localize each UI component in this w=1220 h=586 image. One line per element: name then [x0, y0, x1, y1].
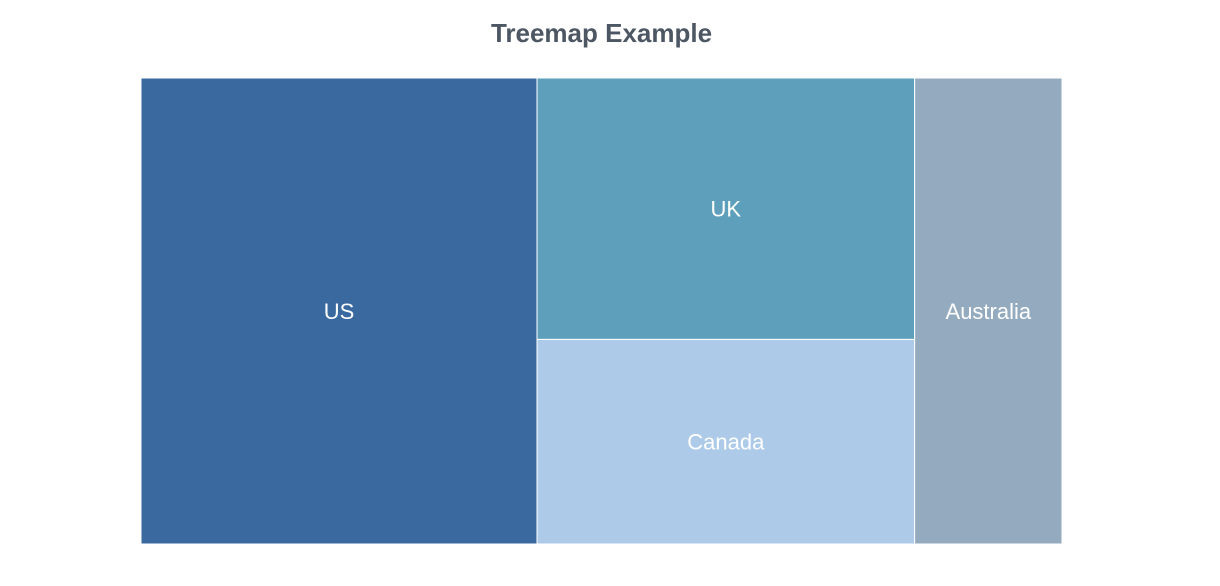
treemap-tile-uk[interactable]: [536, 77, 916, 340]
treemap-label-canada: Canada: [687, 430, 765, 455]
treemap-label-us: US: [324, 299, 355, 324]
treemap-tile-canada[interactable]: [536, 338, 916, 545]
treemap-tile-australia[interactable]: [914, 77, 1063, 545]
treemap-label-australia: Australia: [946, 299, 1032, 324]
treemap-label-uk: UK: [711, 197, 742, 222]
treemap-tile-us[interactable]: [140, 77, 538, 545]
chart-title: Treemap Example: [490, 18, 713, 48]
